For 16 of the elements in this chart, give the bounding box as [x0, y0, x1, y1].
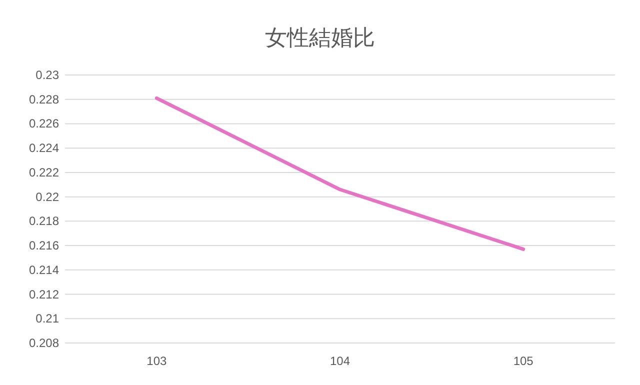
- x-tick-label: 104: [330, 354, 350, 368]
- x-tick-label: 103: [146, 354, 167, 368]
- y-tick-label: 0.23: [36, 68, 60, 82]
- y-tick-label: 0.216: [28, 238, 60, 253]
- y-tick-label: 0.226: [28, 116, 60, 131]
- y-tick-label: 0.218: [28, 214, 60, 228]
- y-tick-label: 0.212: [28, 287, 60, 302]
- y-tick-label: 0.224: [28, 141, 60, 156]
- chart-title: 女性結婚比: [265, 25, 375, 50]
- y-tick-label: 0.208: [28, 336, 60, 350]
- y-tick-label: 0.214: [28, 262, 60, 277]
- y-tick-label: 0.21: [36, 312, 60, 326]
- y-tick-label: 0.222: [28, 165, 60, 180]
- x-tick-label: 105: [513, 354, 534, 368]
- y-tick-label: 0.22: [36, 190, 60, 204]
- y-tick-label: 0.228: [28, 92, 60, 106]
